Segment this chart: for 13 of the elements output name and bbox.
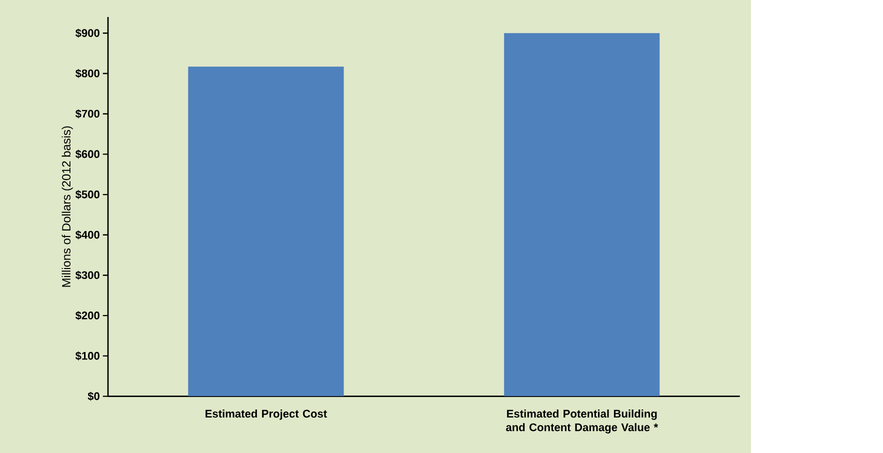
y-tick-label: $0 [88, 392, 100, 401]
y-tick-label: $800 [75, 68, 100, 78]
y-tick-label: $200 [75, 310, 100, 320]
x-tick-label: Estimated Potential Building and Content Damage Value * [506, 409, 658, 434]
y-tick-label: $400 [75, 230, 100, 240]
y-tick-label: $700 [75, 109, 100, 118]
y-tick-label: $100 [75, 351, 100, 360]
x-tick-label: Estimated Project Cost [206, 409, 327, 420]
y-tick-label: $500 [75, 190, 100, 199]
y-tick-label: $300 [75, 270, 100, 280]
y-tick-label: $900 [75, 28, 100, 38]
y-tick-label: $600 [75, 150, 100, 159]
y-axis-title: Millions of Dollars (2012 basis) [62, 126, 73, 287]
